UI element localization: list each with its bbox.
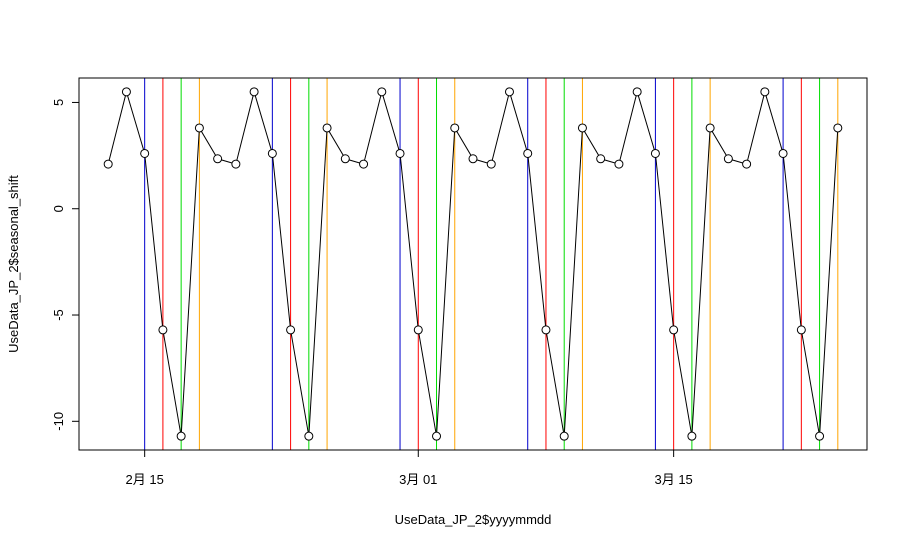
- y-tick-label: -5: [51, 309, 66, 321]
- data-point: [194, 123, 204, 133]
- data-point: [468, 154, 478, 164]
- y-tick-label: 0: [51, 205, 66, 212]
- x-tick-label: 3月 01: [399, 472, 437, 487]
- data-point: [395, 148, 405, 158]
- data-point: [559, 431, 569, 441]
- data-point: [158, 325, 168, 335]
- data-point: [450, 123, 460, 133]
- data-point: [742, 159, 752, 169]
- data-point: [486, 159, 496, 169]
- y-tick-label: 5: [51, 99, 66, 106]
- data-point: [723, 154, 733, 164]
- y-axis-label: UseData_JP_2$seasonal_shift: [6, 175, 21, 353]
- data-point: [359, 159, 369, 169]
- data-point: [286, 325, 296, 335]
- data-point: [267, 148, 277, 158]
- data-point: [504, 87, 514, 97]
- data-point: [304, 431, 314, 441]
- data-point: [705, 123, 715, 133]
- data-point: [340, 154, 350, 164]
- data-point: [815, 431, 825, 441]
- data-point: [596, 154, 606, 164]
- data-point: [687, 431, 697, 441]
- data-point: [632, 87, 642, 97]
- y-tick-label: -10: [51, 412, 66, 431]
- data-point: [833, 123, 843, 133]
- data-point: [140, 148, 150, 158]
- data-point: [778, 148, 788, 158]
- data-point: [523, 148, 533, 158]
- data-point: [669, 325, 679, 335]
- data-point: [213, 154, 223, 164]
- data-point: [121, 87, 131, 97]
- data-point: [796, 325, 806, 335]
- data-point: [541, 325, 551, 335]
- data-point: [577, 123, 587, 133]
- data-point: [650, 148, 660, 158]
- x-axis-label: UseData_JP_2$yyyymmdd: [395, 512, 552, 527]
- x-tick-label: 3月 15: [654, 472, 692, 487]
- data-point: [413, 325, 423, 335]
- data-point: [614, 159, 624, 169]
- data-point: [231, 159, 241, 169]
- data-line: [107, 89, 839, 437]
- data-point: [760, 87, 770, 97]
- data-point: [249, 87, 259, 97]
- data-point: [176, 431, 186, 441]
- x-tick-label: 2月 15: [126, 472, 164, 487]
- data-point: [322, 123, 332, 133]
- data-point: [103, 159, 113, 169]
- data-point: [432, 431, 442, 441]
- plot-frame: [78, 77, 868, 451]
- data-point: [377, 87, 387, 97]
